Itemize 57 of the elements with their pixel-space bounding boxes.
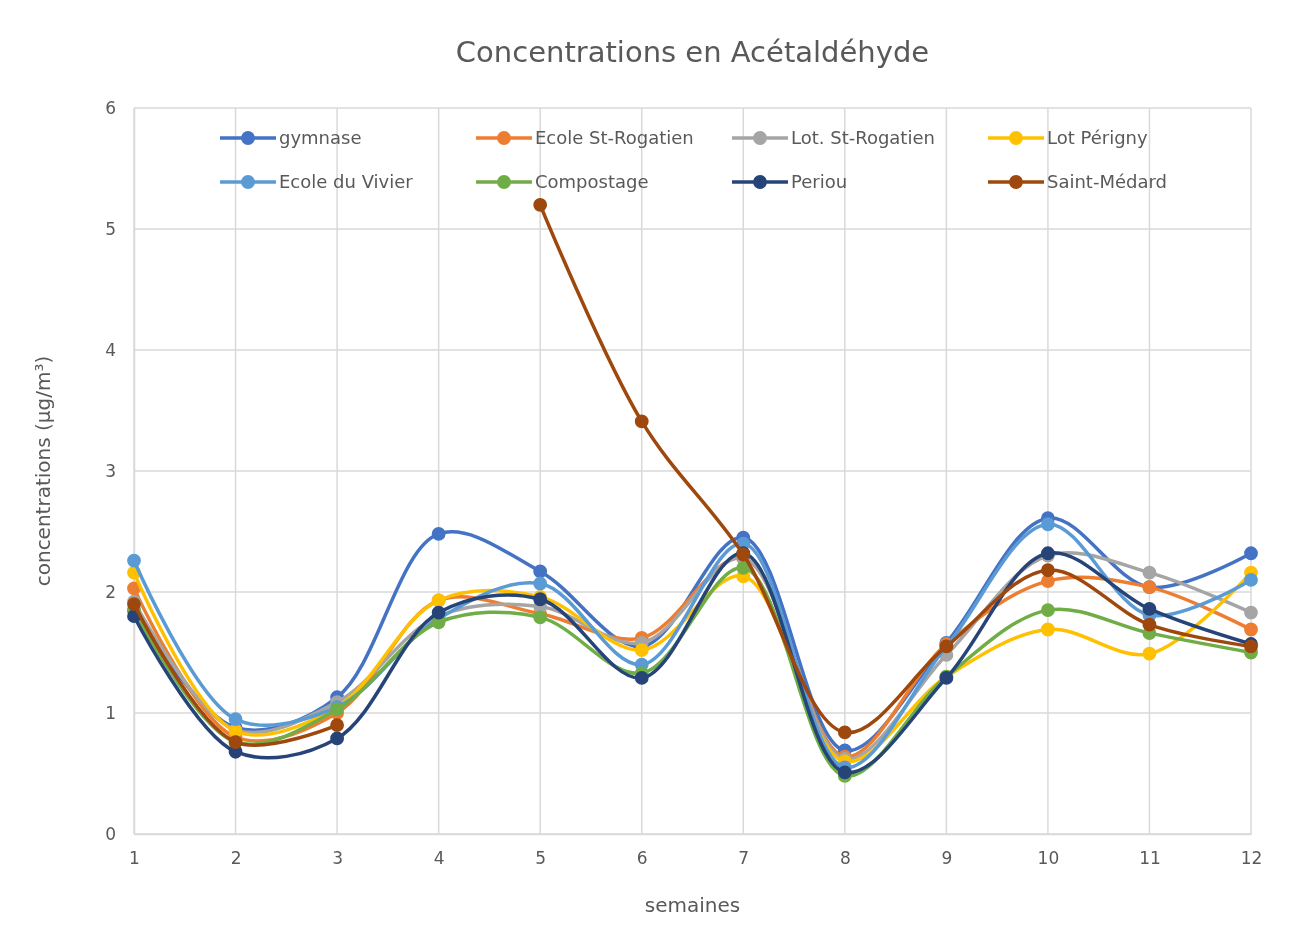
- point: [533, 197, 548, 212]
- x-tick-label: 10: [1037, 848, 1060, 869]
- x-tick-label: 9: [941, 848, 953, 869]
- y-tick-label: 0: [105, 823, 116, 844]
- point: [634, 643, 649, 657]
- x-tick-label: 12: [1240, 848, 1263, 869]
- y-tick-label: 3: [105, 460, 116, 481]
- x-tick-label: 3: [332, 848, 343, 869]
- point: [837, 765, 852, 780]
- x-tick-label: 2: [230, 848, 242, 869]
- point: [1244, 546, 1258, 561]
- x-tick-label: 4: [433, 848, 445, 869]
- x-tick-label: 6: [636, 848, 648, 869]
- y-tick-label: 2: [105, 581, 116, 602]
- legend-label: Ecole St-Rogatien: [535, 127, 694, 148]
- legend-label: Lot. St-Rogatien: [791, 127, 935, 148]
- point: [533, 610, 548, 625]
- point: [634, 671, 649, 685]
- y-tick-label: 4: [105, 339, 116, 360]
- point: [330, 718, 344, 732]
- point: [431, 527, 446, 541]
- legend-label: Ecole du Vivier: [279, 171, 414, 192]
- legend-label: Compostage: [535, 171, 649, 192]
- point: [228, 712, 243, 726]
- x-tick-label: 11: [1139, 848, 1161, 869]
- point: [1142, 565, 1157, 580]
- y-tick-label: 6: [105, 97, 116, 118]
- legend-label: Periou: [791, 171, 848, 192]
- y-tick-label: 1: [105, 702, 116, 723]
- point: [1142, 602, 1157, 616]
- point: [1244, 573, 1258, 587]
- point: [127, 553, 141, 568]
- x-tick-label: 7: [738, 848, 750, 869]
- y-axis-title: concentrations (µg/m³): [31, 355, 55, 587]
- point: [533, 564, 548, 579]
- point: [1142, 617, 1157, 632]
- x-tick-label: 8: [839, 848, 851, 869]
- chart-title: Concentrations en Acétaldéhyde: [455, 35, 930, 69]
- point: [634, 414, 649, 429]
- point: [330, 731, 344, 746]
- x-axis-title: semaines: [644, 893, 741, 917]
- point: [1244, 605, 1258, 620]
- point: [1041, 563, 1055, 578]
- y-tick-label: 5: [105, 218, 116, 239]
- point: [1041, 603, 1055, 618]
- legend-label: Lot Périgny: [1047, 127, 1149, 148]
- x-tick-label: 5: [535, 848, 547, 869]
- x-tick-label: 1: [129, 848, 140, 869]
- point: [1142, 646, 1157, 661]
- point: [1041, 517, 1055, 532]
- point: [1244, 622, 1258, 637]
- legend-label: Saint-Médard: [1047, 171, 1167, 192]
- point: [533, 576, 548, 591]
- legend-label: gymnase: [279, 127, 362, 148]
- point: [1041, 622, 1055, 637]
- point: [837, 725, 852, 740]
- point: [431, 605, 446, 620]
